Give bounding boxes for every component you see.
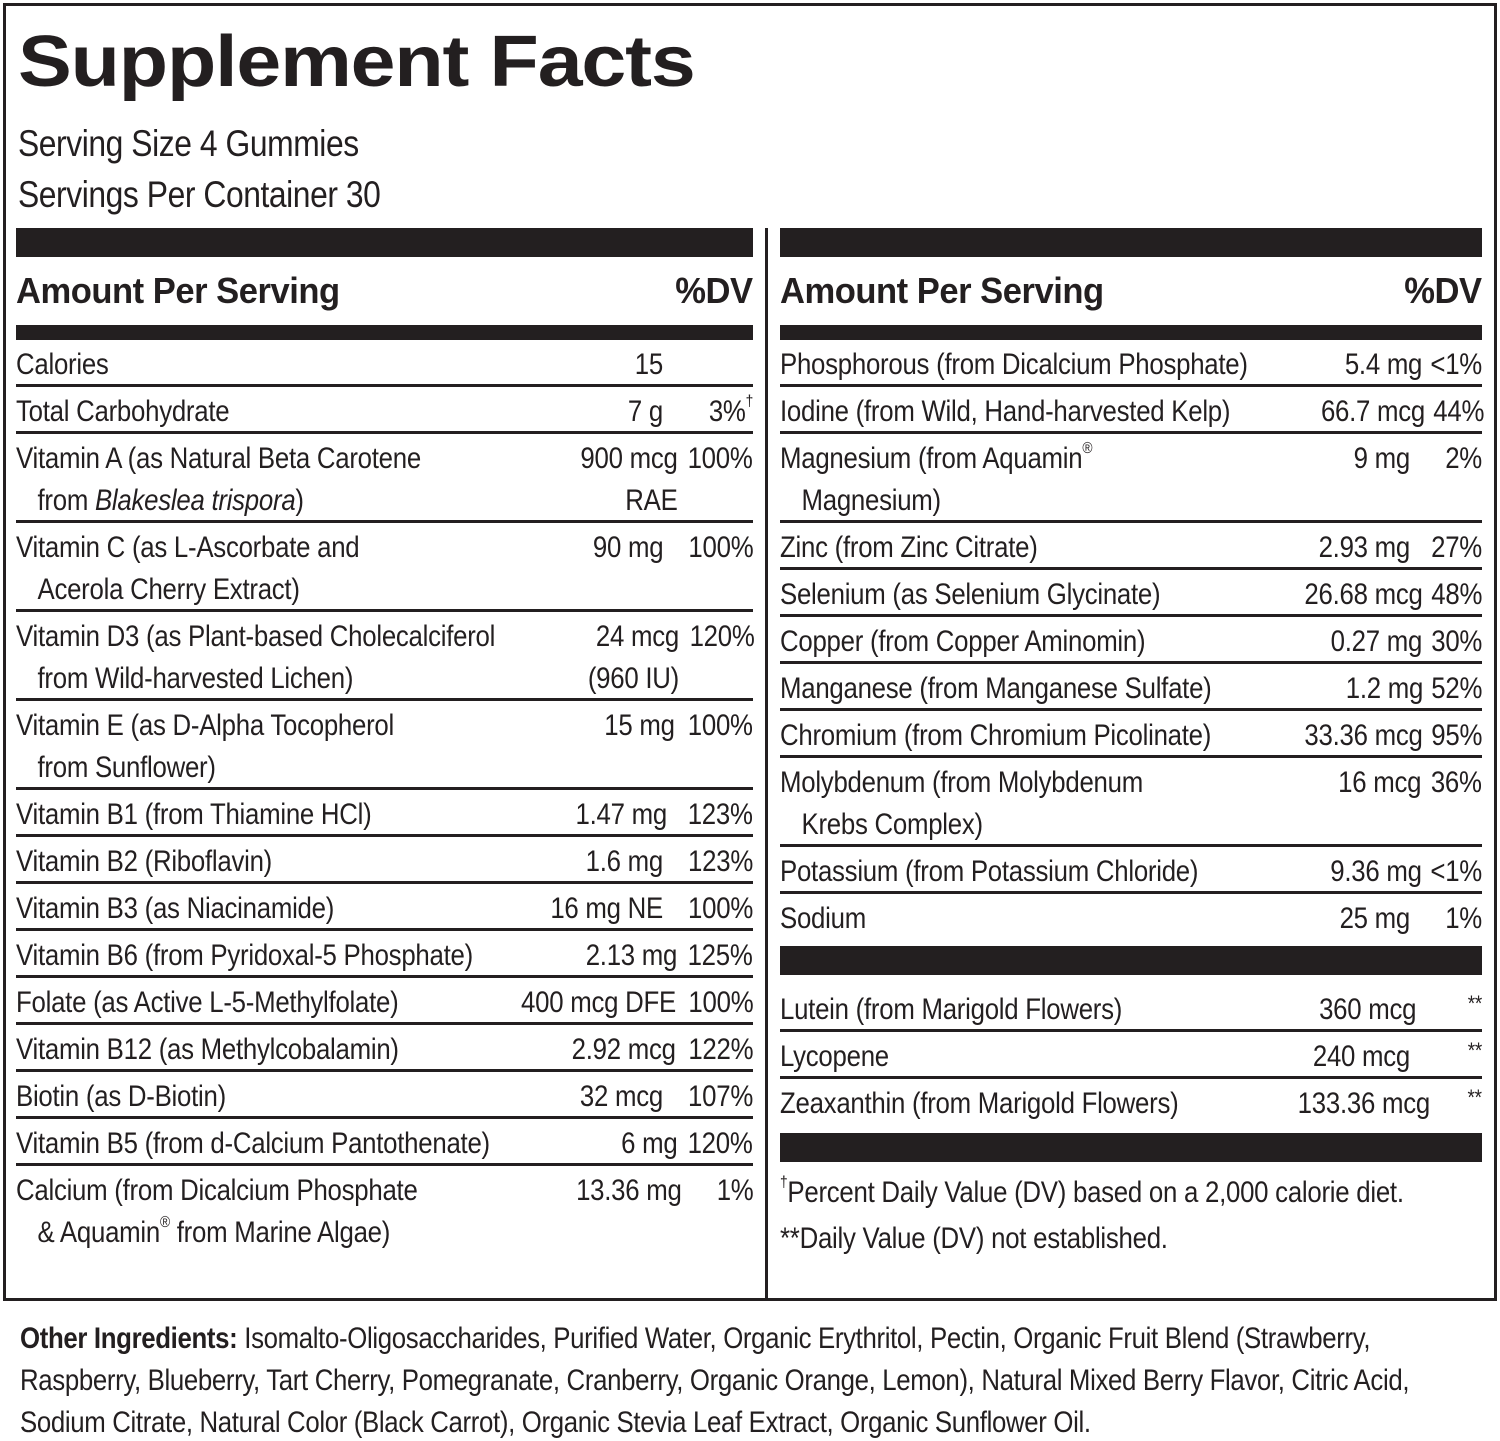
nutrient-row-total-carbohydrate: Total Carbohydrate 7 g 3%† xyxy=(16,387,753,434)
nutrient-row-selenium: Selenium (as Selenium Glycinate) 26.68 m… xyxy=(780,570,1482,617)
nutrient-row-sodium: Sodium 25 mg 1% xyxy=(780,902,1482,935)
nutrient-row-calcium: Calcium (from Dicalcium Phosphate & Aqua… xyxy=(16,1174,753,1249)
medium-rule xyxy=(16,325,753,340)
thick-rule xyxy=(16,228,753,257)
dv-heading: %DV xyxy=(675,270,754,311)
nutrient-row-vitamin-a: Vitamin A (as Natural Beta Carotene from… xyxy=(16,434,753,523)
other-ingredients-text: Isomalto-Oligosaccharides, Purified Wate… xyxy=(20,1322,1410,1439)
nutrient-row-zinc: Zinc (from Zinc Citrate) 2.93 mg 27% xyxy=(780,523,1482,570)
amount-per-serving-heading: Amount Per Serving xyxy=(780,270,1104,311)
nutrient-row-vitamin-b1: Vitamin B1 (from Thiamine HCl) 1.47 mg 1… xyxy=(16,790,753,837)
nutrient-row-molybdenum: Molybdenum (from Molybdenum Krebs Comple… xyxy=(780,758,1482,847)
panel-title: Supplement Facts xyxy=(18,22,696,102)
supplement-facts-panel xyxy=(3,3,1497,1301)
amount-per-serving-heading: Amount Per Serving xyxy=(16,270,340,311)
nutrient-row-lycopene: Lycopene 240 mcg ** xyxy=(780,1032,1482,1079)
thick-rule xyxy=(780,228,1482,257)
nutrient-row-vitamin-b3: Vitamin B3 (as Niacinamide) 16 mg NE 100… xyxy=(16,884,753,931)
footnote-daily-value: †Percent Daily Value (DV) based on a 2,0… xyxy=(780,1174,1404,1209)
right-nutrient-column: Amount Per Serving %DV Phosphorous (from… xyxy=(780,228,1484,1262)
column-divider xyxy=(765,228,768,1301)
nutrient-row-lutein: Lutein (from Marigold Flowers) 360 mcg *… xyxy=(780,985,1482,1032)
serving-size: Serving Size 4 Gummies xyxy=(18,123,359,164)
other-ingredients: Other Ingredients: Isomalto-Oligosacchar… xyxy=(20,1318,1473,1441)
nutrient-row-vitamin-b12: Vitamin B12 (as Methylcobalamin) 2.92 mc… xyxy=(16,1025,753,1072)
thick-rule xyxy=(780,946,1482,975)
nutrient-row-vitamin-b5: Vitamin B5 (from d-Calcium Pantothenate)… xyxy=(16,1119,753,1166)
nutrient-row-calories: Calories 15 xyxy=(16,340,753,387)
dagger-mark: † xyxy=(745,393,754,410)
medium-rule xyxy=(780,325,1482,340)
nutrient-row-folate: Folate (as Active L-5-Methylfolate) 400 … xyxy=(16,978,753,1025)
nutrient-row-biotin: Biotin (as D-Biotin) 32 mcg 107% xyxy=(16,1072,753,1119)
servings-per-container: Servings Per Container 30 xyxy=(18,174,381,215)
nutrient-row-zeaxanthin: Zeaxanthin (from Marigold Flowers) 133.3… xyxy=(780,1085,1482,1120)
nutrient-row-vitamin-b2: Vitamin B2 (Riboflavin) 1.6 mg 123% xyxy=(16,837,753,884)
nutrient-row-chromium: Chromium (from Chromium Picolinate) 33.3… xyxy=(780,711,1482,758)
dv-heading: %DV xyxy=(1404,270,1483,311)
nutrient-row-manganese: Manganese (from Manganese Sulfate) 1.2 m… xyxy=(780,664,1482,711)
thick-rule xyxy=(780,1133,1482,1162)
registered-mark: ® xyxy=(159,1214,170,1231)
column-header: Amount Per Serving %DV xyxy=(16,257,753,325)
nutrient-row-magnesium: Magnesium (from Aquamin® Magnesium) 9 mg… xyxy=(780,434,1482,523)
footnote-not-established: **Daily Value (DV) not established. xyxy=(780,1222,1168,1255)
nutrient-row-vitamin-c: Vitamin C (as L-Ascorbate and Acerola Ch… xyxy=(16,523,753,612)
other-ingredients-label: Other Ingredients: xyxy=(20,1322,238,1355)
nutrient-row-vitamin-e: Vitamin E (as D-Alpha Tocopherol from Su… xyxy=(16,701,753,790)
registered-mark: ® xyxy=(1082,440,1093,457)
nutrient-row-copper: Copper (from Copper Aminomin) 0.27 mg 30… xyxy=(780,617,1482,664)
nutrient-row-phosphorous: Phosphorous (from Dicalcium Phosphate) 5… xyxy=(780,340,1482,387)
column-header: Amount Per Serving %DV xyxy=(780,257,1482,325)
left-nutrient-column: Amount Per Serving %DV Calories 15 Total… xyxy=(16,228,755,1252)
nutrient-row-potassium: Potassium (from Potassium Chloride) 9.36… xyxy=(780,847,1482,894)
nutrient-row-vitamin-d3: Vitamin D3 (as Plant-based Cholecalcifer… xyxy=(16,612,755,701)
nutrient-row-iodine: Iodine (from Wild, Hand-harvested Kelp) … xyxy=(780,387,1484,434)
nutrient-row-vitamin-b6: Vitamin B6 (from Pyridoxal-5 Phosphate) … xyxy=(16,931,753,978)
